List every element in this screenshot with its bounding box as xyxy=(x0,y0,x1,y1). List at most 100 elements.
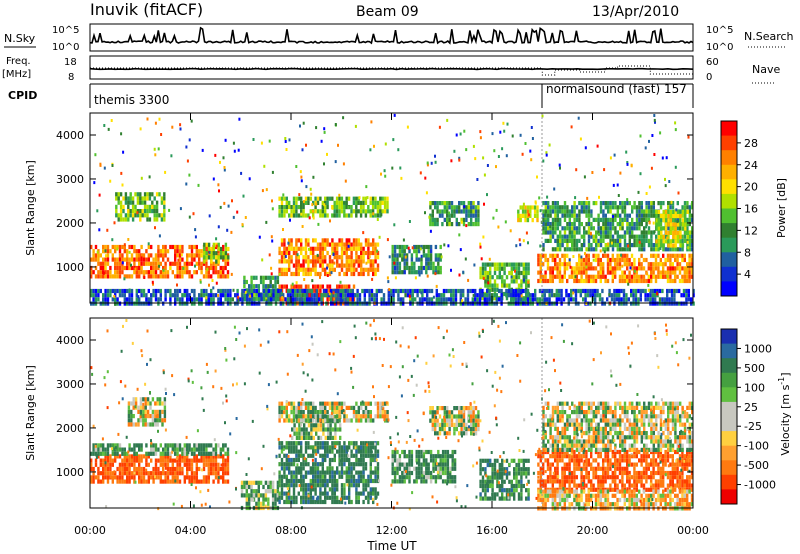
heatmap-cell xyxy=(264,493,268,498)
heatmap-cell xyxy=(156,414,159,419)
heatmap-cell xyxy=(383,169,386,173)
heatmap-cell xyxy=(135,293,138,298)
heatmap-cell xyxy=(621,257,624,263)
heatmap-cell xyxy=(554,222,557,227)
heatmap-cell xyxy=(519,213,522,218)
heatmap-cell xyxy=(317,222,320,226)
heatmap-cell xyxy=(326,478,329,484)
heatmap-cell xyxy=(176,458,179,463)
heatmap-cell xyxy=(253,301,256,306)
heatmap-cell xyxy=(458,273,461,277)
heatmap-cell xyxy=(573,226,576,231)
heatmap-cell xyxy=(138,458,141,463)
heatmap-cell xyxy=(205,458,208,463)
heatmap-cell xyxy=(336,263,339,268)
heatmap-cell xyxy=(291,293,294,298)
heatmap-cell xyxy=(628,213,631,218)
heatmap-cell xyxy=(339,435,342,440)
heatmap-cell xyxy=(615,293,618,298)
heatmap-cell xyxy=(348,284,351,289)
heatmap-cell xyxy=(131,196,135,201)
heatmap-cell xyxy=(280,284,284,289)
heatmap-cell xyxy=(102,274,105,279)
heatmap-cell xyxy=(145,297,148,302)
nsearch-tick-top: 10^5 xyxy=(706,25,733,36)
heatmap-cell xyxy=(336,483,339,488)
heatmap-cell xyxy=(104,274,107,279)
heatmap-cell xyxy=(654,288,657,294)
heatmap-cell xyxy=(226,466,230,472)
heatmap-cell xyxy=(305,185,308,189)
heatmap-cell xyxy=(393,261,396,265)
heatmap-cell xyxy=(678,301,681,306)
heatmap-cell xyxy=(686,226,689,231)
heatmap-cell xyxy=(619,213,622,218)
heatmap-cell xyxy=(277,297,280,302)
heatmap-cell xyxy=(314,284,317,289)
heatmap-cell xyxy=(355,462,358,467)
heatmap-cell xyxy=(269,480,272,485)
heatmap-cell xyxy=(683,266,686,271)
heatmap-cell xyxy=(123,293,126,298)
heatmap-cell xyxy=(554,266,557,271)
heatmap-cell xyxy=(623,278,626,284)
heatmap-cell xyxy=(96,250,99,254)
heatmap-cell xyxy=(118,244,122,250)
heatmap-cell xyxy=(288,255,291,260)
heatmap-cell xyxy=(269,279,272,285)
heatmap-cell xyxy=(162,447,165,452)
heatmap-cell xyxy=(205,270,208,275)
heatmap-cell xyxy=(434,201,437,206)
heatmap-cell xyxy=(510,266,513,271)
heatmap-cell xyxy=(116,297,119,302)
heatmap-cell xyxy=(121,265,124,271)
heatmap-cell xyxy=(114,458,117,463)
heatmap-cell xyxy=(303,297,306,302)
heatmap-cell xyxy=(304,405,308,410)
heatmap-cell xyxy=(414,297,417,302)
heatmap-cell xyxy=(362,231,365,235)
heatmap-cell xyxy=(240,484,244,490)
heatmap-cell xyxy=(372,259,375,264)
heatmap-cell xyxy=(345,196,348,201)
heatmap-cell xyxy=(376,205,380,210)
heatmap-cell xyxy=(315,423,318,428)
heatmap-cell xyxy=(124,200,128,205)
heatmap-cell xyxy=(334,414,337,419)
heatmap-cell xyxy=(319,445,322,450)
y-tick-label: 3000 xyxy=(56,173,84,186)
heatmap-cell xyxy=(505,262,509,267)
heatmap-cell xyxy=(431,222,434,227)
heatmap-cell xyxy=(623,243,627,248)
heatmap-cell xyxy=(465,148,468,152)
heatmap-cell xyxy=(547,230,550,235)
heatmap-cell xyxy=(169,301,172,306)
heatmap-cell xyxy=(157,257,160,262)
heatmap-cell xyxy=(402,297,405,302)
heatmap-cell xyxy=(409,301,412,306)
heatmap-cell xyxy=(138,301,141,306)
heatmap-cell xyxy=(313,293,316,298)
heatmap-cell xyxy=(111,443,114,448)
heatmap-cell xyxy=(278,213,281,218)
heatmap-cell xyxy=(157,297,160,302)
heatmap-cell xyxy=(393,258,395,262)
heatmap-cell xyxy=(474,293,477,298)
heatmap-cell xyxy=(292,478,296,484)
heatmap-cell xyxy=(495,301,498,306)
heatmap-cell xyxy=(642,266,646,271)
heatmap-cell xyxy=(482,156,485,160)
heatmap-cell xyxy=(283,491,286,496)
heatmap-cell xyxy=(136,211,139,215)
heatmap-cell xyxy=(590,213,593,218)
heatmap-cell xyxy=(659,201,663,206)
heatmap-cell xyxy=(179,207,182,211)
heatmap-cell xyxy=(537,257,540,263)
heatmap-cell xyxy=(471,297,474,302)
heatmap-cell xyxy=(679,209,682,214)
nave-trace xyxy=(90,65,693,76)
heatmap-cell xyxy=(253,288,256,294)
heatmap-cell xyxy=(674,278,677,284)
heatmap-cell xyxy=(307,462,310,467)
